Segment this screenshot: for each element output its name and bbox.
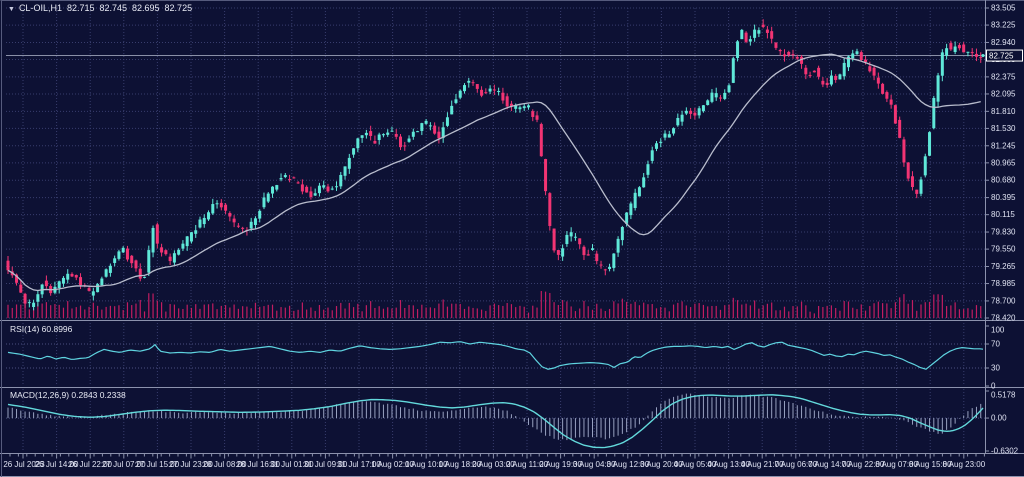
axis-label: 81.245 (991, 141, 1016, 150)
axis-label: 80.680 (991, 176, 1016, 185)
axis-label: 80.395 (991, 193, 1016, 202)
chart-title: ▼ CL-OIL,H1 82.715 82.745 82.695 82.725 (8, 3, 197, 15)
axis-label: 7 Aug 22:00 (842, 460, 885, 469)
candles (6, 19, 983, 311)
axis-label: 1 Aug 10:00 (405, 460, 448, 469)
axis-label: 28 Jul 08:00 (203, 460, 247, 469)
axis-label: 30 (991, 364, 1000, 373)
axis-label: 100 (991, 326, 1005, 335)
axis-label: 0.00 (991, 414, 1007, 423)
axis-label: 80.965 (991, 158, 1016, 167)
current-price-box: 82.725 (986, 49, 1023, 62)
axis-label: 0.5178 (991, 391, 1016, 400)
axis-label: 3 Aug 04:00 (573, 460, 616, 469)
axis-label: 31 Jul 01:00 (270, 460, 314, 469)
rsi-line (7, 341, 984, 370)
axis-label: 79.550 (991, 245, 1016, 254)
axis-label: 3 Aug 20:00 (640, 460, 683, 469)
rsi-indicator-label: RSI(14) 60.8996 (10, 324, 73, 334)
axis-label: 1 Aug 02:00 (371, 460, 414, 469)
axis-label: 83.225 (991, 21, 1016, 30)
macd-indicator-label: MACD(12,26,9) 0.2843 0.2338 (10, 390, 126, 400)
axis-label: 4 Aug 13:00 (707, 460, 750, 469)
axis-label: 1 Aug 18:00 (438, 460, 481, 469)
current-price-label: 82.725 (989, 52, 1014, 61)
price-axis: 83.50583.22582.94082.66082.37582.09581.8… (985, 4, 1016, 323)
axis-label: 82.375 (991, 72, 1016, 81)
axis-label: 81.810 (991, 107, 1016, 116)
axis-label: 3 Aug 12:00 (606, 460, 649, 469)
collapse-triangle-icon[interactable]: ▼ (8, 6, 15, 13)
axis-label: 8 Aug 23:00 (942, 460, 985, 469)
axis-label: 78.420 (991, 314, 1016, 323)
axis-label: 79.265 (991, 262, 1016, 271)
axis-label: 27 Jul 07:00 (102, 460, 146, 469)
moving-average-line (7, 53, 981, 292)
rsi-axis: 100 70 30 0 (985, 325, 1005, 391)
axis-label: 31 Jul 09:00 (304, 460, 348, 469)
macd-signal-line (7, 394, 984, 449)
axis-label: 2 Aug 11:00 (506, 460, 549, 469)
axis-label: 83.505 (991, 4, 1016, 13)
axis-label: -0.6302 (991, 447, 1019, 456)
axis-label: 27 Jul 15:00 (136, 460, 180, 469)
axis-label: 80.115 (991, 210, 1015, 219)
symbol-timeframe-label: CL-OIL,H1 (18, 3, 62, 13)
axis-label: 8 Aug 15:00 (909, 460, 952, 469)
axis-label: 7 Aug 14:00 (808, 460, 851, 469)
axis-label: 28 Jul 16:00 (236, 460, 280, 469)
axis-label: 26 Jul 2023 (3, 460, 45, 469)
axis-label: 31 Jul 17:00 (337, 460, 381, 469)
ohlc-close-value: 82.725 (164, 3, 193, 13)
ohlc-low-value: 82.695 (132, 3, 160, 13)
ohlc-open-value: 82.715 (66, 3, 95, 13)
grid-lines (6, 7, 985, 452)
axis-label: 78.700 (991, 296, 1016, 305)
axis-label: 0 (991, 382, 996, 391)
axis-label: 26 Jul 14:00 (35, 460, 79, 469)
axis-label: 81.530 (991, 124, 1016, 133)
axis-label: 4 Aug 05:00 (674, 460, 717, 469)
axis-label: 70 (991, 340, 1000, 349)
axis-label: 2 Aug 03:00 (472, 460, 515, 469)
ohlc-high-value: 82.745 (99, 3, 128, 13)
axis-label: 79.830 (991, 228, 1016, 237)
macd-axis: 0.5178 0.00 -0.6302 (985, 390, 1019, 456)
last-price-marker (981, 53, 985, 58)
axis-label: 4 Aug 21:00 (741, 460, 784, 469)
axis-label: 2 Aug 19:00 (539, 460, 582, 469)
axis-label: 82.940 (991, 38, 1016, 47)
axis-label: 82.095 (991, 89, 1016, 98)
axis-label: 27 Jul 23:00 (169, 460, 213, 469)
volume-bars (7, 291, 982, 441)
axis-label: 8 Aug 07:00 (875, 460, 918, 469)
axis-label: 7 Aug 06:00 (774, 460, 817, 469)
axis-label: 78.985 (991, 279, 1016, 288)
axis-label: 26 Jul 22:00 (68, 460, 112, 469)
